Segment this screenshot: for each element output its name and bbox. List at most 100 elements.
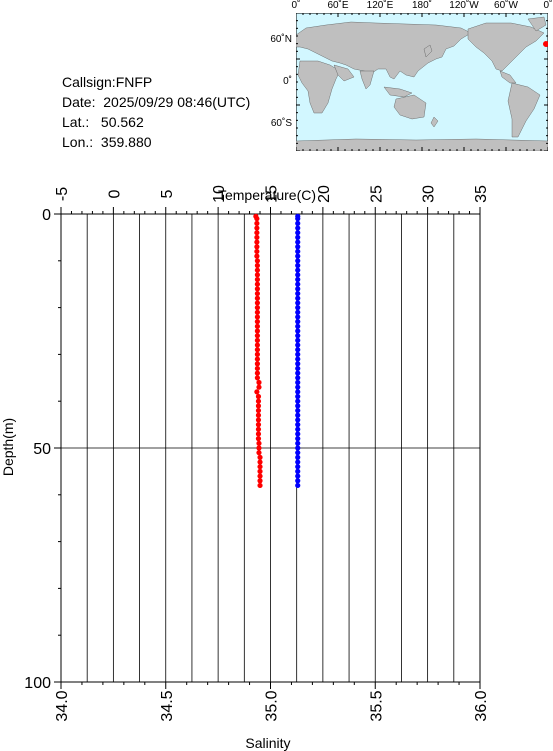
temperature-point — [254, 309, 261, 315]
salinity-point — [295, 253, 301, 259]
salinity-axis: 34.0 34.5 35.0 35.5 36.0 — [54, 682, 490, 722]
temperature-point — [254, 267, 261, 273]
temperature-point — [254, 300, 261, 306]
temperature-point — [254, 290, 261, 297]
callsign-text: Callsign:FNFP — [62, 74, 153, 90]
temperature-point — [254, 361, 261, 367]
latitude-text: Lat.: 50.562 — [62, 114, 144, 130]
salinity-point — [295, 295, 301, 301]
salinity-point — [295, 262, 301, 269]
salinity-point — [295, 244, 301, 250]
salinity-point — [295, 422, 301, 428]
chart-grid — [61, 214, 480, 682]
map-latitude-label: 60˚S — [270, 118, 292, 129]
salinity-point — [295, 333, 301, 339]
temperature-point — [254, 305, 261, 311]
temperature-point — [254, 276, 261, 283]
land-arabia — [333, 64, 355, 82]
salinity-point — [295, 426, 301, 432]
land-south-america — [507, 82, 541, 138]
salinity-point — [295, 230, 301, 236]
temperature-point — [254, 337, 261, 343]
salinity-point — [295, 375, 301, 381]
salinity-tick-label: 35.5 — [368, 690, 385, 721]
temperature-point — [255, 436, 262, 442]
salinity-tick-label: 36.0 — [473, 690, 490, 721]
salinity-point — [295, 393, 301, 400]
salinity-point — [295, 213, 301, 219]
map-land — [296, 16, 548, 151]
map-longitude-label: 0˚ — [543, 0, 553, 11]
land-africa — [297, 60, 341, 114]
temperature-point — [254, 253, 260, 259]
temperature-point — [254, 319, 261, 325]
land-australia — [393, 94, 427, 120]
temperature-tick-label: 0 — [106, 189, 123, 198]
temperature-point — [257, 459, 263, 465]
land-central-america — [499, 70, 517, 84]
salinity-point — [295, 398, 301, 404]
temperature-tick-label: 20 — [316, 185, 333, 203]
temperature-point — [257, 464, 263, 470]
temperature-series — [253, 213, 263, 489]
salinity-point — [295, 445, 301, 451]
temperature-point — [254, 230, 260, 236]
temperature-point — [257, 478, 263, 484]
land-japan — [423, 44, 433, 58]
temperature-point — [254, 272, 261, 278]
salinity-point — [295, 319, 301, 325]
salinity-point — [295, 403, 301, 409]
salinity-point — [295, 464, 301, 470]
temperature-point — [256, 379, 262, 386]
temperature-point — [257, 468, 263, 474]
salinity-point — [295, 412, 301, 418]
depth-tick-label: 0 — [42, 207, 51, 224]
temperature-point — [255, 407, 262, 414]
salinity-tick-label: 34.5 — [159, 690, 176, 721]
temperature-tick-label: -5 — [54, 187, 71, 201]
salinity-point — [295, 436, 301, 442]
map-longitude-label: 120˚E — [366, 0, 394, 11]
salinity-series — [295, 213, 301, 489]
salinity-point — [295, 314, 301, 320]
salinity-point — [295, 234, 301, 240]
map-longitude-label: 60˚W — [494, 0, 518, 11]
temperature-point — [254, 356, 261, 362]
temperature-point — [256, 384, 262, 390]
land-north-america — [467, 22, 545, 72]
temperature-point — [254, 323, 261, 329]
temperature-point — [254, 225, 260, 231]
map-latitude-label: 0˚ — [283, 76, 292, 87]
longitude-text: Lon.: 359.880 — [62, 134, 152, 150]
temperature-point — [255, 403, 262, 409]
temperature-tick-label: 30 — [421, 185, 438, 203]
salinity-point — [295, 431, 301, 437]
salinity-point — [295, 379, 301, 386]
salinity-point — [295, 454, 301, 460]
salinity-point — [295, 440, 301, 446]
salinity-point — [295, 342, 301, 348]
world-map — [296, 13, 548, 151]
map-longitude-label: 180˚ — [411, 0, 433, 11]
salinity-point — [295, 478, 301, 484]
map-ticks — [296, 13, 548, 151]
land-eurasia — [296, 21, 472, 80]
temperature-point — [254, 314, 261, 320]
temperature-point — [256, 445, 262, 451]
temperature-point — [255, 398, 262, 404]
temperature-tick-label: 10 — [211, 185, 228, 203]
temperature-point — [254, 365, 261, 372]
depth-axis: 0 50 100 — [24, 207, 61, 692]
station-info: Callsign:FNFP Date: 2025/09/29 08:46(UTC… — [62, 72, 250, 152]
temperature-point — [254, 347, 261, 353]
temperature-point — [254, 342, 261, 348]
salinity-point — [295, 216, 301, 222]
temperature-point — [255, 412, 262, 418]
temperature-point — [256, 440, 262, 446]
salinity-point — [295, 225, 301, 231]
depth-tick-label: 100 — [24, 675, 51, 692]
map-longitude-label: 120˚W — [449, 0, 479, 11]
land-indonesia — [383, 86, 413, 98]
salinity-point — [295, 272, 301, 278]
salinity-point — [295, 347, 301, 353]
